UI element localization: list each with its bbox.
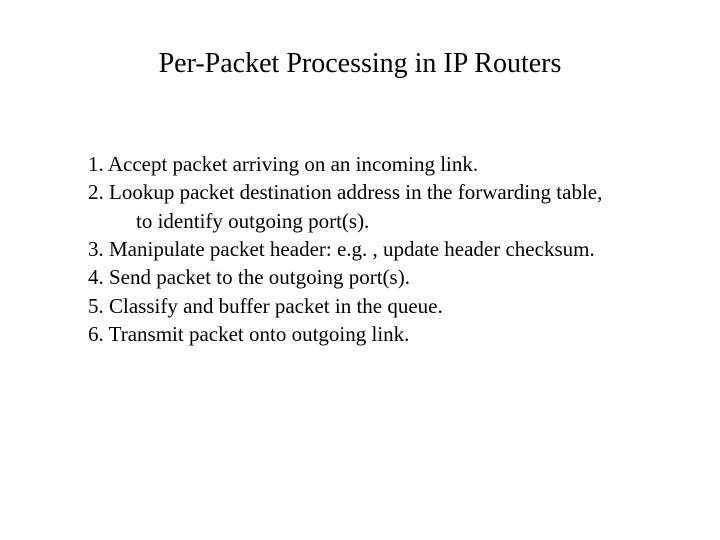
list-item: 4. Send packet to the outgoing port(s). bbox=[88, 263, 660, 291]
list-item: 6. Transmit packet onto outgoing link. bbox=[88, 320, 660, 348]
slide: Per-Packet Processing in IP Routers 1. A… bbox=[0, 0, 720, 540]
list-item: 2. Lookup packet destination address in … bbox=[88, 178, 660, 206]
slide-body: 1. Accept packet arriving on an incoming… bbox=[88, 150, 660, 348]
list-item: 1. Accept packet arriving on an incoming… bbox=[88, 150, 660, 178]
list-item: 3. Manipulate packet header: e.g. , upda… bbox=[88, 235, 660, 263]
list-item-continuation: to identify outgoing port(s). bbox=[88, 207, 660, 235]
list-item: 5. Classify and buffer packet in the que… bbox=[88, 292, 660, 320]
slide-title: Per-Packet Processing in IP Routers bbox=[0, 48, 720, 80]
